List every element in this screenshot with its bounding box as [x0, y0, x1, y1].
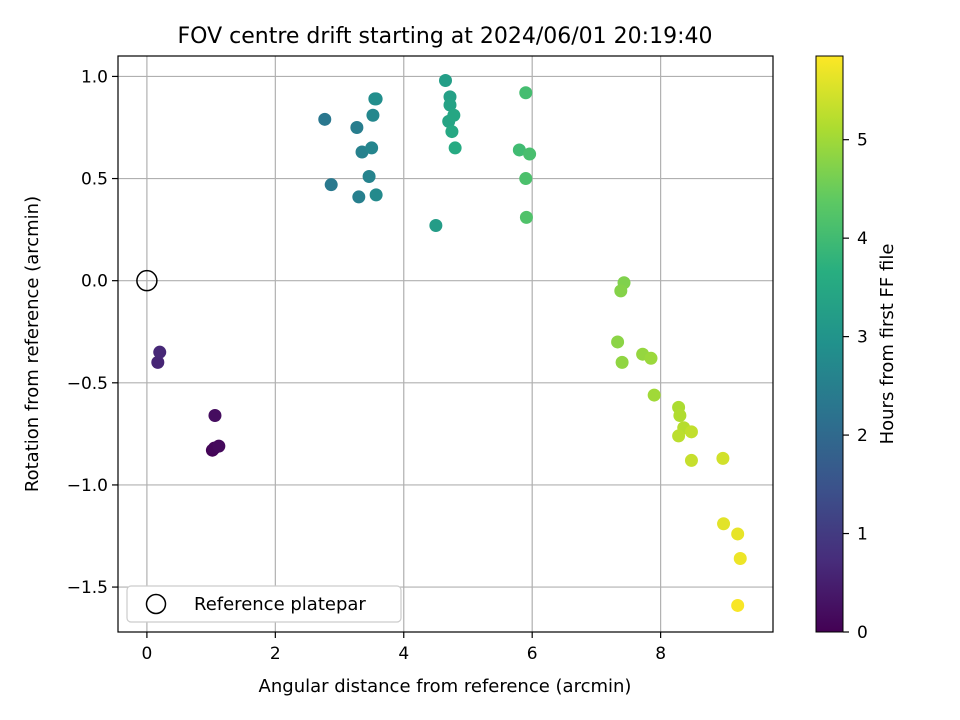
x-tick-label: 4 — [398, 644, 409, 664]
data-point — [523, 147, 537, 161]
data-point — [716, 451, 730, 465]
legend-marker-icon — [145, 593, 167, 615]
data-point — [153, 345, 167, 359]
colorbar-tick-label: 5 — [857, 131, 868, 151]
colorbar-tick-label: 0 — [857, 623, 868, 643]
data-point — [429, 219, 443, 233]
y-tick-label: 0.5 — [81, 170, 108, 190]
data-point — [443, 98, 457, 112]
data-point — [684, 425, 698, 439]
data-point — [447, 108, 461, 122]
y-ticks: −1.5 −1.0 −0.5 0.0 0.5 1.0 — [67, 67, 118, 598]
data-point — [644, 351, 658, 365]
colorbar: 0 1 2 3 4 5 Hours from first FF file — [815, 55, 898, 643]
x-tick-label: 6 — [527, 644, 538, 664]
data-point — [614, 284, 628, 298]
data-point — [731, 527, 745, 541]
data-point — [445, 125, 459, 139]
data-point — [512, 143, 526, 157]
colorbar-tick-label: 1 — [857, 525, 868, 545]
x-tick-label: 2 — [270, 644, 281, 664]
data-point — [519, 172, 533, 186]
x-tick-label: 8 — [655, 644, 666, 664]
data-point — [212, 439, 226, 453]
plot-frame — [117, 55, 774, 633]
data-point — [615, 355, 629, 369]
data-point — [365, 141, 379, 155]
grid — [118, 56, 773, 632]
data-point — [673, 408, 687, 422]
x-axis-label: Angular distance from reference (arcmin) — [259, 676, 632, 697]
data-point — [362, 170, 376, 184]
data-point — [519, 210, 533, 224]
y-tick-label: −0.5 — [67, 374, 108, 394]
data-point — [369, 188, 383, 202]
colorbar-tick-label: 3 — [857, 328, 868, 348]
data-point — [448, 141, 462, 155]
data-point — [733, 551, 747, 565]
data-point — [647, 388, 661, 402]
data-point — [318, 112, 332, 126]
data-point — [151, 355, 165, 369]
data-point — [369, 92, 383, 106]
data-point — [352, 190, 366, 204]
data-point — [208, 408, 222, 422]
legend: Reference platepar — [126, 585, 402, 623]
y-tick-label: 1.0 — [81, 67, 108, 87]
colorbar-tick-label: 2 — [857, 426, 868, 446]
chart-title: FOV centre drift starting at 2024/06/01 … — [178, 24, 713, 49]
data-point — [366, 108, 380, 122]
data-points — [151, 74, 747, 612]
legend-label: Reference platepar — [194, 594, 366, 615]
data-point — [731, 598, 745, 612]
data-point — [684, 453, 698, 467]
data-point — [717, 517, 731, 531]
data-point — [672, 429, 686, 443]
x-ticks: 0 2 4 6 8 — [141, 632, 666, 664]
reference-point-marker — [136, 269, 158, 292]
y-tick-label: −1.5 — [67, 578, 108, 598]
x-tick-label: 0 — [141, 644, 152, 664]
colorbar-gradient — [815, 55, 844, 633]
data-point — [519, 86, 533, 100]
data-point — [611, 335, 625, 349]
y-axis-label: Rotation from reference (arcmin) — [22, 196, 43, 492]
colorbar-label: Hours from first FF file — [877, 244, 898, 445]
colorbar-ticks: 0 1 2 3 4 5 — [843, 131, 868, 643]
data-point — [324, 178, 338, 192]
legend-box — [126, 585, 402, 623]
y-tick-label: 0.0 — [81, 272, 108, 292]
data-point — [439, 74, 452, 88]
data-point — [350, 120, 364, 134]
colorbar-tick-label: 4 — [857, 229, 868, 249]
y-tick-label: −1.0 — [67, 476, 108, 496]
